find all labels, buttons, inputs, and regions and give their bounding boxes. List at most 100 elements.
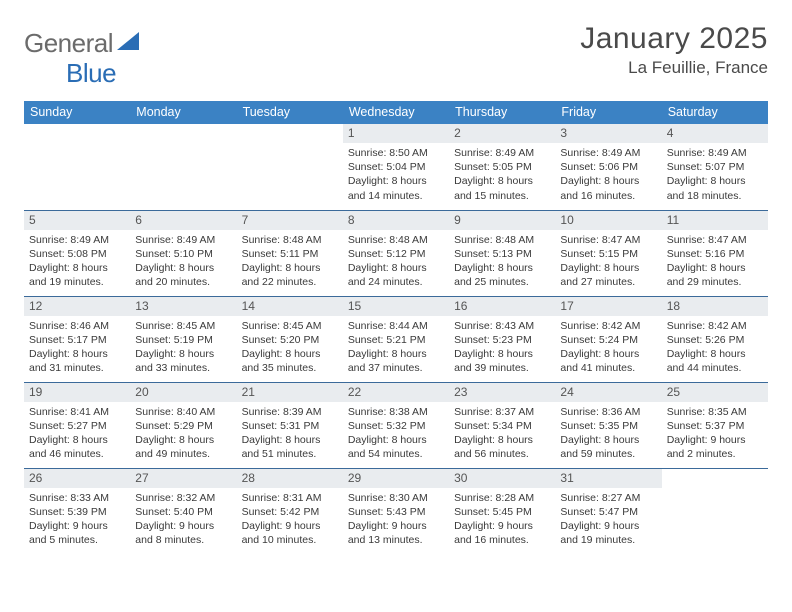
day-number: 3 (555, 124, 661, 143)
logo-text-b: Blue (66, 58, 116, 88)
calendar-cell: 29Sunrise: 8:30 AMSunset: 5:43 PMDayligh… (343, 468, 449, 554)
day-number: 30 (449, 469, 555, 488)
day-content: Sunrise: 8:28 AMSunset: 5:45 PMDaylight:… (449, 488, 555, 552)
calendar-cell: 0 (237, 124, 343, 210)
logo-text-a: General (24, 28, 113, 59)
calendar-cell: 3Sunrise: 8:49 AMSunset: 5:06 PMDaylight… (555, 124, 661, 210)
calendar-cell: 8Sunrise: 8:48 AMSunset: 5:12 PMDaylight… (343, 210, 449, 296)
day-content: Sunrise: 8:45 AMSunset: 5:20 PMDaylight:… (237, 316, 343, 380)
day-content: Sunrise: 8:33 AMSunset: 5:39 PMDaylight:… (24, 488, 130, 552)
day-number: 26 (24, 469, 130, 488)
day-content: Sunrise: 8:36 AMSunset: 5:35 PMDaylight:… (555, 402, 661, 466)
day-content: Sunrise: 8:40 AMSunset: 5:29 PMDaylight:… (130, 402, 236, 466)
day-content: Sunrise: 8:48 AMSunset: 5:11 PMDaylight:… (237, 230, 343, 294)
page: General January 2025 La Feuillie, France… (0, 0, 792, 554)
day-number: 5 (24, 211, 130, 230)
calendar-cell: 0 (24, 124, 130, 210)
day-content: Sunrise: 8:49 AMSunset: 5:08 PMDaylight:… (24, 230, 130, 294)
calendar-cell: 10Sunrise: 8:47 AMSunset: 5:15 PMDayligh… (555, 210, 661, 296)
calendar-cell: 14Sunrise: 8:45 AMSunset: 5:20 PMDayligh… (237, 296, 343, 382)
calendar-cell: 2Sunrise: 8:49 AMSunset: 5:05 PMDaylight… (449, 124, 555, 210)
day-number: 9 (449, 211, 555, 230)
day-header: Saturday (662, 101, 768, 124)
day-number: 19 (24, 383, 130, 402)
calendar-cell: 24Sunrise: 8:36 AMSunset: 5:35 PMDayligh… (555, 382, 661, 468)
day-content: Sunrise: 8:27 AMSunset: 5:47 PMDaylight:… (555, 488, 661, 552)
calendar-cell: 27Sunrise: 8:32 AMSunset: 5:40 PMDayligh… (130, 468, 236, 554)
day-content: Sunrise: 8:49 AMSunset: 5:06 PMDaylight:… (555, 143, 661, 207)
day-number: 16 (449, 297, 555, 316)
day-header-row: SundayMondayTuesdayWednesdayThursdayFrid… (24, 101, 768, 124)
calendar-row: 26Sunrise: 8:33 AMSunset: 5:39 PMDayligh… (24, 468, 768, 554)
day-number: 20 (130, 383, 236, 402)
day-number: 22 (343, 383, 449, 402)
day-number: 21 (237, 383, 343, 402)
calendar-cell: 16Sunrise: 8:43 AMSunset: 5:23 PMDayligh… (449, 296, 555, 382)
day-number: 14 (237, 297, 343, 316)
calendar-cell: 9Sunrise: 8:48 AMSunset: 5:13 PMDaylight… (449, 210, 555, 296)
day-content: Sunrise: 8:47 AMSunset: 5:16 PMDaylight:… (662, 230, 768, 294)
calendar-body: 0 0 0 1Sunrise: 8:50 AMSunset: 5:04 PMDa… (24, 124, 768, 554)
day-number: 23 (449, 383, 555, 402)
day-number: 4 (662, 124, 768, 143)
day-header: Monday (130, 101, 236, 124)
calendar-row: 0 0 0 1Sunrise: 8:50 AMSunset: 5:04 PMDa… (24, 124, 768, 210)
day-header: Friday (555, 101, 661, 124)
calendar-cell: 6Sunrise: 8:49 AMSunset: 5:10 PMDaylight… (130, 210, 236, 296)
day-number: 1 (343, 124, 449, 143)
calendar-cell: 7Sunrise: 8:48 AMSunset: 5:11 PMDaylight… (237, 210, 343, 296)
day-content: Sunrise: 8:43 AMSunset: 5:23 PMDaylight:… (449, 316, 555, 380)
day-content: Sunrise: 8:46 AMSunset: 5:17 PMDaylight:… (24, 316, 130, 380)
day-number: 6 (130, 211, 236, 230)
calendar-cell: 18Sunrise: 8:42 AMSunset: 5:26 PMDayligh… (662, 296, 768, 382)
day-content: Sunrise: 8:48 AMSunset: 5:13 PMDaylight:… (449, 230, 555, 294)
calendar-cell: 13Sunrise: 8:45 AMSunset: 5:19 PMDayligh… (130, 296, 236, 382)
day-header: Sunday (24, 101, 130, 124)
day-number: 27 (130, 469, 236, 488)
day-header: Thursday (449, 101, 555, 124)
logo: General (24, 28, 141, 59)
calendar-row: 19Sunrise: 8:41 AMSunset: 5:27 PMDayligh… (24, 382, 768, 468)
day-number: 10 (555, 211, 661, 230)
day-number: 7 (237, 211, 343, 230)
day-header: Tuesday (237, 101, 343, 124)
calendar-cell: 31Sunrise: 8:27 AMSunset: 5:47 PMDayligh… (555, 468, 661, 554)
calendar-cell: 21Sunrise: 8:39 AMSunset: 5:31 PMDayligh… (237, 382, 343, 468)
day-content: Sunrise: 8:49 AMSunset: 5:10 PMDaylight:… (130, 230, 236, 294)
day-content: Sunrise: 8:42 AMSunset: 5:26 PMDaylight:… (662, 316, 768, 380)
calendar-cell: 22Sunrise: 8:38 AMSunset: 5:32 PMDayligh… (343, 382, 449, 468)
day-content: Sunrise: 8:41 AMSunset: 5:27 PMDaylight:… (24, 402, 130, 466)
day-number: 28 (237, 469, 343, 488)
day-content: Sunrise: 8:45 AMSunset: 5:19 PMDaylight:… (130, 316, 236, 380)
calendar-cell: 0 (662, 468, 768, 554)
day-number: 24 (555, 383, 661, 402)
triangle-icon (117, 32, 139, 55)
day-content: Sunrise: 8:50 AMSunset: 5:04 PMDaylight:… (343, 143, 449, 207)
day-number: 31 (555, 469, 661, 488)
day-number: 15 (343, 297, 449, 316)
calendar-cell: 28Sunrise: 8:31 AMSunset: 5:42 PMDayligh… (237, 468, 343, 554)
day-content: Sunrise: 8:30 AMSunset: 5:43 PMDaylight:… (343, 488, 449, 552)
day-content: Sunrise: 8:44 AMSunset: 5:21 PMDaylight:… (343, 316, 449, 380)
day-content: Sunrise: 8:48 AMSunset: 5:12 PMDaylight:… (343, 230, 449, 294)
calendar-cell: 17Sunrise: 8:42 AMSunset: 5:24 PMDayligh… (555, 296, 661, 382)
location-label: La Feuillie, France (580, 58, 768, 78)
calendar-cell: 0 (130, 124, 236, 210)
day-number: 8 (343, 211, 449, 230)
calendar-table: SundayMondayTuesdayWednesdayThursdayFrid… (24, 101, 768, 554)
day-content: Sunrise: 8:47 AMSunset: 5:15 PMDaylight:… (555, 230, 661, 294)
day-content: Sunrise: 8:49 AMSunset: 5:07 PMDaylight:… (662, 143, 768, 207)
day-content: Sunrise: 8:32 AMSunset: 5:40 PMDaylight:… (130, 488, 236, 552)
calendar-cell: 4Sunrise: 8:49 AMSunset: 5:07 PMDaylight… (662, 124, 768, 210)
calendar-cell: 11Sunrise: 8:47 AMSunset: 5:16 PMDayligh… (662, 210, 768, 296)
calendar-cell: 20Sunrise: 8:40 AMSunset: 5:29 PMDayligh… (130, 382, 236, 468)
calendar-cell: 12Sunrise: 8:46 AMSunset: 5:17 PMDayligh… (24, 296, 130, 382)
calendar-cell: 25Sunrise: 8:35 AMSunset: 5:37 PMDayligh… (662, 382, 768, 468)
day-header: Wednesday (343, 101, 449, 124)
day-content: Sunrise: 8:37 AMSunset: 5:34 PMDaylight:… (449, 402, 555, 466)
day-number: 12 (24, 297, 130, 316)
calendar-head: SundayMondayTuesdayWednesdayThursdayFrid… (24, 101, 768, 124)
day-number: 11 (662, 211, 768, 230)
calendar-cell: 23Sunrise: 8:37 AMSunset: 5:34 PMDayligh… (449, 382, 555, 468)
calendar-row: 5Sunrise: 8:49 AMSunset: 5:08 PMDaylight… (24, 210, 768, 296)
